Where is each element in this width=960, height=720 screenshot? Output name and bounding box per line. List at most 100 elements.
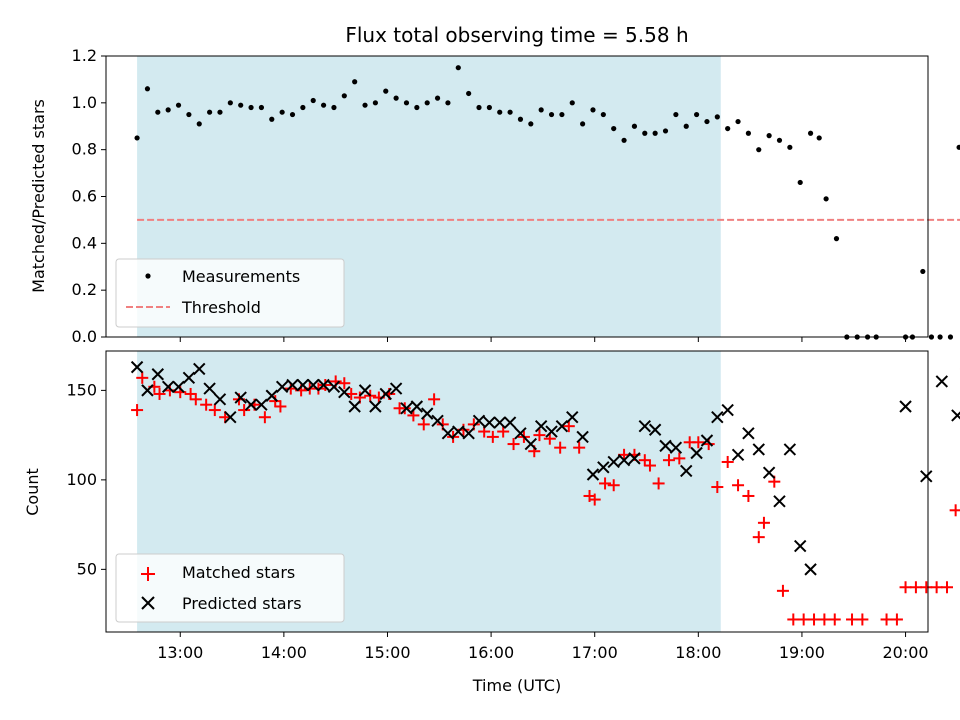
predicted-star-point	[151, 368, 165, 381]
matched-star-point	[599, 477, 612, 490]
measurement-point	[341, 93, 347, 99]
predicted-star-point	[379, 387, 392, 401]
x-tick-label: 19:00	[779, 643, 825, 662]
measurement-point	[372, 100, 378, 106]
y-tick-label: 1.2	[72, 46, 97, 65]
matched-star-point	[319, 379, 332, 392]
predicted-star-point	[296, 378, 310, 392]
predicted-star-point	[141, 384, 154, 397]
y-tick-label: 150	[66, 380, 97, 399]
measurement-point	[797, 179, 803, 186]
measurement-point	[279, 109, 285, 115]
matched-star-point	[238, 404, 251, 417]
matched-star-point	[673, 452, 686, 465]
measurement-point	[652, 130, 658, 136]
measurement-point	[569, 100, 575, 106]
predicted-star-point	[899, 400, 912, 413]
predicted-star-point	[669, 441, 683, 454]
x-tick-label: 15:00	[364, 643, 410, 662]
predicted-star-point	[566, 411, 579, 424]
predicted-star-point	[420, 407, 434, 420]
matched-star-point	[338, 377, 351, 390]
matched-star-point	[880, 613, 893, 626]
predicted-star-point	[783, 443, 797, 456]
measurement-point	[756, 147, 762, 153]
predicted-star-point	[935, 375, 949, 388]
measurement-point	[403, 100, 410, 106]
predicted-star-point	[410, 400, 424, 413]
predicted-star-point	[586, 468, 600, 481]
predicted-star-point	[327, 380, 341, 394]
measurement-point	[956, 144, 960, 150]
predicted-star-point	[286, 378, 299, 392]
matched-star-point	[200, 398, 213, 411]
top-x-ticks	[179, 337, 907, 342]
matched-star-point	[189, 393, 202, 406]
predicted-star-point	[638, 419, 651, 433]
predicted-star-point	[659, 439, 672, 453]
measurement-point	[497, 109, 503, 115]
matched-star-point	[846, 613, 859, 626]
matched-star-point	[721, 455, 734, 468]
matched-star-point	[312, 382, 325, 395]
measurement-point	[662, 128, 669, 134]
predicted-star-point	[203, 382, 216, 395]
bottom-y-axis-label: Count	[23, 468, 42, 516]
predicted-star-point	[348, 400, 361, 413]
predicted-star-point	[503, 416, 517, 429]
matched-star-point	[828, 613, 841, 626]
matched-star-point	[184, 387, 197, 400]
measurement-point	[196, 121, 202, 127]
x-tick-label: 17:00	[572, 643, 618, 662]
predicted-star-point	[400, 402, 413, 415]
matched-star-point	[274, 400, 287, 413]
predicted-star-point	[545, 425, 558, 438]
top-marks	[134, 65, 960, 340]
measurement-point	[217, 109, 223, 115]
matched-star-point	[136, 371, 149, 384]
predicted-star-point	[493, 416, 506, 429]
measurement-point	[424, 100, 430, 106]
matched-star-point	[607, 479, 620, 492]
measurement-point	[445, 100, 451, 106]
matched-star-point	[652, 477, 665, 490]
matched-star-point	[258, 411, 271, 424]
matched-star-point	[208, 404, 221, 417]
matched-star-point	[787, 613, 800, 626]
x-tick-label: 20:00	[882, 643, 928, 662]
measurement-point	[466, 90, 472, 97]
matched-star-point	[711, 481, 724, 494]
measurement-point	[642, 130, 648, 136]
measurement-point	[434, 95, 441, 101]
chart-title: Flux total observing time = 5.58 h	[345, 23, 688, 47]
legend-marker-predicted	[141, 596, 155, 610]
matched-star-point	[899, 581, 912, 594]
matched-star-point	[269, 395, 282, 408]
x-tick-label: 14:00	[261, 643, 307, 662]
measurement-point	[559, 111, 565, 118]
measurement-point	[207, 109, 213, 115]
measurement-point	[683, 123, 689, 129]
measurement-point	[548, 111, 555, 118]
predicted-star-point	[534, 419, 548, 433]
measurement-point	[165, 107, 171, 113]
predicted-star-point	[773, 495, 786, 508]
measurement-point	[833, 236, 840, 242]
matched-star-point	[573, 441, 586, 454]
predicted-star-point	[711, 411, 724, 424]
measurement-point	[331, 104, 337, 111]
predicted-star-point	[920, 470, 933, 483]
measurement-point	[704, 118, 710, 125]
predicted-star-point	[514, 427, 527, 440]
x-axis-label: Time (UTC)	[472, 676, 561, 695]
x-tick-label: 16:00	[468, 643, 514, 662]
predicted-star-point	[951, 409, 960, 422]
matched-star-point	[131, 404, 144, 417]
measurement-point	[258, 104, 265, 111]
predicted-star-point	[275, 380, 289, 394]
matched-star-point	[742, 489, 755, 502]
bottom-legend-box	[115, 553, 345, 623]
matched-star-point	[776, 584, 789, 597]
predicted-star-point	[648, 423, 662, 436]
measurement-point	[517, 116, 524, 122]
